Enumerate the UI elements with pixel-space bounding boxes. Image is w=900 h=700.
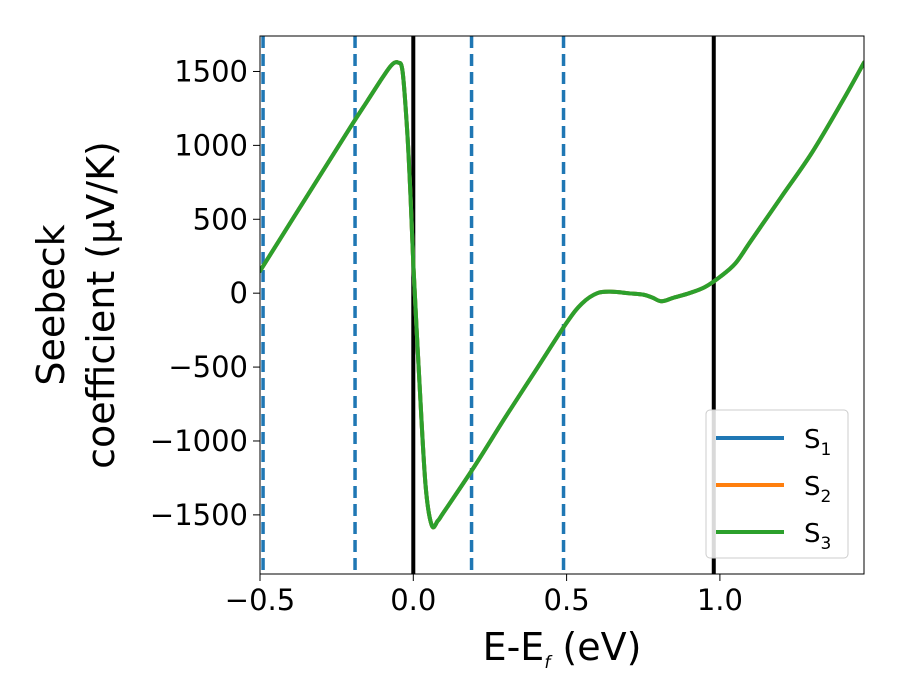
- y-tick-label: −1500: [150, 498, 248, 532]
- series-line-3: [260, 60, 864, 530]
- y-tick-label: 1000: [174, 128, 248, 162]
- legend-label-2: S2: [804, 472, 831, 507]
- y-axis: 1500 1000 500 0 −500 −1000 −1500: [150, 54, 260, 532]
- y-tick-label: 0: [230, 276, 248, 310]
- y-axis-label-line1: Seebeck: [29, 224, 73, 385]
- y-tick-label: 500: [193, 202, 248, 236]
- legend: S1 S2 S3: [705, 409, 849, 559]
- x-axis: −0.5 0.0 0.5 1.0: [225, 574, 743, 617]
- x-tick-label: 0.0: [390, 583, 436, 617]
- x-tick-label: −0.5: [225, 583, 295, 617]
- y-axis-label-line2: coefficient (μV/K): [79, 141, 123, 469]
- x-tick-label: 0.5: [544, 583, 590, 617]
- y-tick-label: −1000: [150, 424, 248, 458]
- legend-label-3: S3: [804, 519, 831, 554]
- plot-frame: [259, 35, 865, 575]
- x-tick-label: 1.0: [697, 583, 743, 617]
- y-tick-label: 1500: [174, 54, 248, 88]
- reference-lines: [261, 36, 716, 574]
- series-lines: [260, 60, 864, 530]
- legend-label-1: S1: [804, 425, 831, 460]
- y-tick-label: −500: [168, 350, 248, 384]
- x-axis-label: E-Ef (eV): [483, 625, 642, 673]
